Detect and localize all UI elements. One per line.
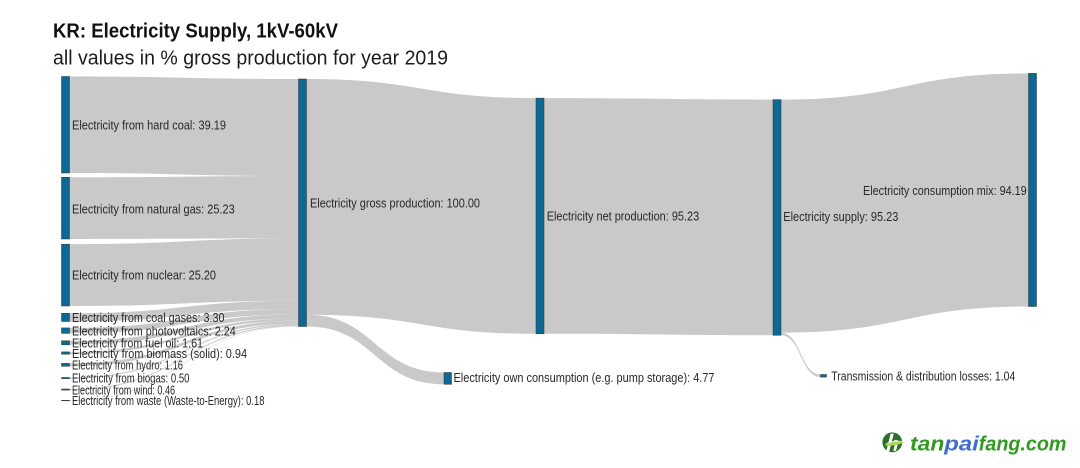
svg-text:Electricity from wind: 0.46: Electricity from wind: 0.46 bbox=[72, 382, 175, 397]
svg-text:pai: pai bbox=[943, 433, 979, 455]
svg-text:Electricity net production: 95: Electricity net production: 95.23 bbox=[547, 208, 700, 223]
svg-text:Electricity from natural gas:: Electricity from natural gas: 25.23 bbox=[72, 202, 235, 217]
svg-text:all values in % gross producti: all values in % gross production for yea… bbox=[53, 48, 448, 70]
svg-text:Electricity from nuclear: 25.2: Electricity from nuclear: 25.20 bbox=[72, 268, 216, 283]
svg-text:Electricity from waste (Waste-: Electricity from waste (Waste-to-Energy)… bbox=[72, 393, 265, 408]
svg-text:Electricity from hydro: 1.16: Electricity from hydro: 1.16 bbox=[72, 358, 183, 373]
svg-text:Electricity from hard coal: 39: Electricity from hard coal: 39.19 bbox=[72, 117, 226, 132]
svg-text:Electricity own consumption (e: Electricity own consumption (e.g. pump s… bbox=[454, 370, 715, 385]
svg-text:Electricity from biogas: 0.50: Electricity from biogas: 0.50 bbox=[72, 370, 190, 385]
svg-text:Electricity from biomass (soli: Electricity from biomass (solid): 0.94 bbox=[72, 346, 247, 361]
svg-text:Electricity from photovoltaics: Electricity from photovoltaics: 2.24 bbox=[72, 323, 236, 338]
svg-text:Electricity gross production:: Electricity gross production: 100.00 bbox=[310, 196, 480, 211]
svg-text:Electricity from fuel oil: 1.6: Electricity from fuel oil: 1.61 bbox=[72, 336, 203, 351]
svg-text:fang.com: fang.com bbox=[979, 433, 1067, 455]
svg-text:Electricity consumption mix: 9: Electricity consumption mix: 94.19 bbox=[863, 183, 1027, 198]
svg-text:Electricity from coal gases: 3: Electricity from coal gases: 3.30 bbox=[72, 310, 225, 325]
svg-text:Transmission & distribution lo: Transmission & distribution losses: 1.04 bbox=[831, 368, 1015, 383]
svg-text:tan: tan bbox=[910, 433, 944, 455]
svg-text:KR: Electricity Supply, 1kV-60: KR: Electricity Supply, 1kV-60kV bbox=[53, 19, 338, 42]
svg-text:Electricity supply: 95.23: Electricity supply: 95.23 bbox=[783, 209, 898, 224]
